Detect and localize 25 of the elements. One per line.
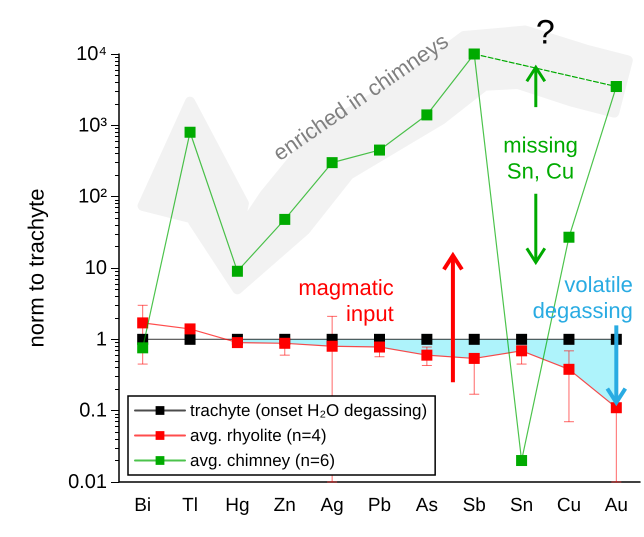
text: ? <box>536 14 555 52</box>
y-tick-label: 10³ <box>78 114 108 136</box>
x-tick-label: Ag <box>320 495 344 516</box>
legend-label: trachyte (onset H₂O degassing) <box>190 401 428 420</box>
y-tick-label: 10² <box>78 186 108 208</box>
x-tick-label: Au <box>604 495 628 516</box>
annotation: missing Sn, Cu <box>503 132 578 184</box>
y-tick-label: 0.1 <box>79 400 107 422</box>
x-tick-label: Pb <box>368 495 392 516</box>
y-tick-label: 1 <box>96 328 107 350</box>
x-tick-label: As <box>416 495 438 516</box>
y-tick-label: 10 <box>84 257 107 279</box>
x-tick-label: Sb <box>462 495 486 516</box>
legend-label: avg. rhyolite (n=4) <box>190 426 327 445</box>
y-tick-label: 10⁴ <box>76 43 107 65</box>
x-tick-label: Tl <box>182 495 198 516</box>
legend-label: avg. chimney (n=6) <box>190 451 336 470</box>
x-tick-label: Zn <box>274 495 296 516</box>
x-tick-label: Cu <box>556 495 582 516</box>
y-tick-label: 0.01 <box>68 471 107 493</box>
annotation: magmatic input <box>298 275 394 326</box>
x-tick-label: Sn <box>510 495 534 516</box>
x-tick-label: Bi <box>134 495 152 516</box>
y-axis-title: norm to trachyte <box>24 188 48 348</box>
x-tick-label: Hg <box>225 495 250 516</box>
